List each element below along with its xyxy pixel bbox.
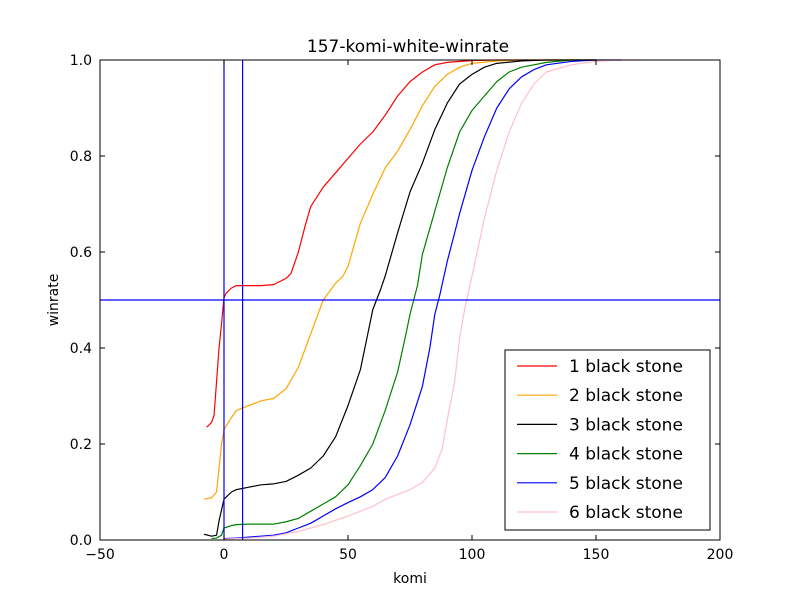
y-axis-title: winrate (46, 274, 62, 327)
plot-frame (99, 59, 721, 541)
x-axis-title: komi (393, 571, 427, 587)
x-tick-label: 0 (220, 547, 229, 563)
legend-label-6: 6 black stone (569, 503, 683, 523)
chart-title: 157-komi-white-winrate (307, 37, 509, 57)
series-line-1 (206, 59, 596, 428)
plot-area (100, 59, 720, 540)
x-tick-label: −50 (85, 547, 115, 563)
x-tick-label: 100 (459, 547, 486, 563)
series-line-3 (204, 59, 596, 537)
y-tick-label: 1.0 (70, 53, 92, 69)
series-line-4 (211, 59, 596, 540)
x-tick-label: 200 (707, 547, 734, 563)
series-line-5 (223, 59, 621, 540)
axes-ticks: −50 0 50 100 150 200 0.0 0.2 0.4 0.6 0.8 1.0 (70, 53, 734, 563)
series-line-6 (223, 59, 646, 540)
y-tick-label: 0.2 (70, 437, 92, 453)
x-tick-label: 150 (583, 547, 610, 563)
legend-label-5: 5 black stone (569, 474, 683, 494)
legend-label-1: 1 black stone (569, 357, 683, 377)
x-tick-label: 50 (339, 547, 357, 563)
legend-box (504, 349, 711, 531)
y-tick-label: 0.0 (70, 533, 92, 549)
legend-label-3: 3 black stone (569, 415, 683, 435)
y-tick-label: 0.4 (70, 341, 92, 357)
legend-label-4: 4 black stone (569, 445, 683, 465)
y-tick-label: 0.8 (70, 149, 92, 165)
legend-label-2: 2 black stone (569, 386, 683, 406)
y-tick-label: 0.6 (70, 245, 92, 261)
legend: 1 black stone 2 black stone 3 black stone 4… (504, 349, 711, 531)
